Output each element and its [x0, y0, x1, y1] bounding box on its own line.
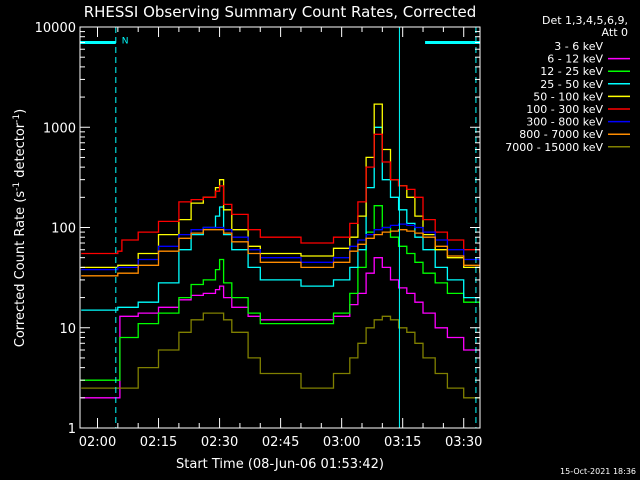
x-tick-label: 03:15: [384, 435, 421, 450]
legend-item-label: 25 - 50 keV: [540, 78, 603, 91]
legend-header-line-1: Det 1,3,4,5,6,9,: [542, 14, 628, 27]
legend-item-label: 50 - 100 keV: [533, 90, 603, 103]
chart-title: RHESSI Observing Summary Count Rates, Co…: [84, 3, 477, 21]
series-line: [81, 312, 480, 399]
x-tick-label: 03:30: [445, 435, 482, 450]
y-tick-label: 10000: [35, 21, 76, 36]
legend-item-label: 100 - 300 keV: [526, 103, 603, 116]
series-line: [81, 282, 480, 399]
series-line: [81, 229, 480, 277]
legend-header-line-2: Att 0: [602, 26, 628, 39]
series-line: [81, 103, 480, 274]
x-axis-label: Start Time (08-Jun-06 01:53:42): [176, 457, 384, 472]
legend-item-label: 3 - 6 keV: [554, 40, 603, 53]
legend-item-label: 12 - 25 keV: [540, 65, 603, 78]
timestamp: 15-Oct-2021 18:36: [560, 467, 636, 476]
legend-item-label: 6 - 12 keV: [547, 53, 603, 66]
legend-item-label: 300 - 800 keV: [526, 116, 603, 129]
y-tick-label: 1: [68, 422, 76, 437]
y-axis-label: Corrected Count Rate (s-1 detector-1): [12, 109, 28, 347]
flag-label: N: [122, 37, 129, 47]
x-tick-label: 03:00: [323, 435, 360, 450]
legend-item-label: 7000 - 15000 keV: [505, 141, 603, 154]
y-tick-label: 10: [59, 322, 76, 337]
y-tick-label: 1000: [43, 121, 76, 136]
series-line: [81, 126, 480, 311]
series-line: [81, 133, 480, 256]
legend-item-label: 800 - 7000 keV: [519, 128, 603, 141]
series-line: [81, 205, 480, 381]
y-tick-label: 100: [51, 222, 76, 237]
x-tick-label: 02:15: [140, 435, 177, 450]
x-tick-label: 02:00: [79, 435, 116, 450]
x-tick-label: 02:45: [262, 435, 299, 450]
x-tick-label: 02:30: [201, 435, 238, 450]
